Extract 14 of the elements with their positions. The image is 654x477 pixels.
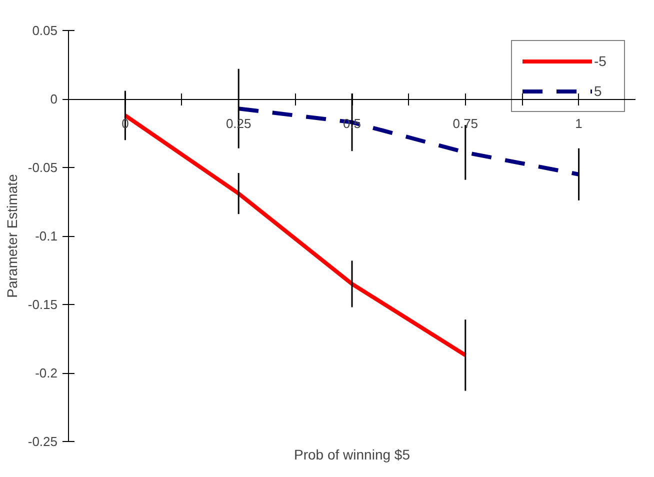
x-tick-label: 0.5 [342, 116, 362, 131]
legend-label: -5 [594, 53, 608, 69]
y-tick-label: -0.25 [28, 434, 58, 449]
y-tick-label: -0.05 [28, 160, 58, 175]
legend-label: 5 [594, 83, 603, 99]
y-tick-label: -0.2 [35, 366, 58, 380]
x-axis-title: Prob of winning $5 [294, 446, 410, 462]
y-axis-title: Parameter Estimate [4, 174, 20, 298]
x-tick-label: 0.75 [452, 116, 478, 131]
y-tick-label: 0 [50, 92, 58, 106]
x-tick-label: 1 [575, 116, 582, 131]
y-tick-label: -0.15 [28, 297, 58, 312]
y-tick-label: -0.1 [35, 228, 58, 244]
y-tick-label: 0.05 [32, 23, 58, 38]
